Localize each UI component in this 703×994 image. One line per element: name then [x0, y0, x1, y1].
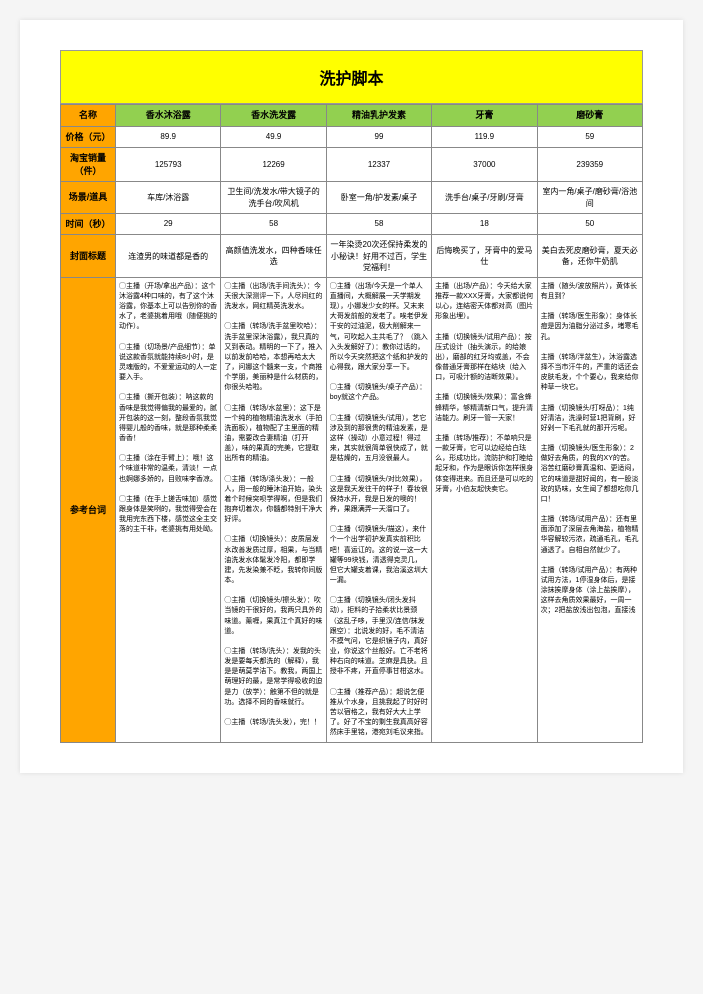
- document-page: 洗护脚本 名称 香水沐浴露 香水洗发露 精油乳护发素 牙膏 磨砂膏 价格（元） …: [20, 20, 683, 773]
- scene-row: 场景/道具 车库/沐浴露 卫生间/洗发水/带大镜子的洗手台/吹风机 卧室一角/护…: [61, 182, 643, 213]
- scene-1: 卫生间/洗发水/带大镜子的洗手台/吹风机: [221, 182, 326, 213]
- cover-4: 美白去死皮磨砂膏，夏天必备，还你牛奶肌: [537, 235, 642, 278]
- row-head-script: 参考台词: [61, 277, 116, 742]
- cover-2: 一年染烫20次还保持柔发的小秘诀！好用不过百，学生党福利！: [326, 235, 431, 278]
- row-head-cover: 封面标题: [61, 235, 116, 278]
- row-head-scene: 场景/道具: [61, 182, 116, 213]
- sales-row: 淘宝销量（件） 125793 12269 12337 37000 239359: [61, 148, 643, 182]
- script-2: ◯主播（出场/今天是一个单人直播间，大概解展一天学期发现），小娜发少女的样。又末…: [326, 277, 431, 742]
- col-4: 磨砂膏: [537, 105, 642, 127]
- cover-1: 高颜值洗发水，四种香味任选: [221, 235, 326, 278]
- col-0: 香水沐浴露: [116, 105, 221, 127]
- sales-3: 37000: [432, 148, 537, 182]
- row-head-price: 价格（元）: [61, 126, 116, 148]
- row-head-duration: 时间（秒）: [61, 213, 116, 235]
- script-3: 主播（出场/产品）：今天给大家推荐一款XXX牙膏，大家都说何以心，连结密天体都对…: [432, 277, 537, 742]
- price-row: 价格（元） 89.9 49.9 99 119.9 59: [61, 126, 643, 148]
- price-1: 49.9: [221, 126, 326, 148]
- scene-3: 洗手台/桌子/牙刷/牙膏: [432, 182, 537, 213]
- scene-4: 室内一角/桌子/磨砂膏/浴池间: [537, 182, 642, 213]
- script-1: ◯主播（出场/洗手间洗头）：今天很大深测评一下，人尽间红的洗发水，网红精英洗发水…: [221, 277, 326, 742]
- sales-4: 239359: [537, 148, 642, 182]
- cover-row: 封面标题 连渣男的味道都是香的 高颜值洗发水，四种香味任选 一年染烫20次还保持…: [61, 235, 643, 278]
- dur-3: 18: [432, 213, 537, 235]
- price-2: 99: [326, 126, 431, 148]
- header-row: 名称 香水沐浴露 香水洗发露 精油乳护发素 牙膏 磨砂膏: [61, 105, 643, 127]
- scene-0: 车库/沐浴露: [116, 182, 221, 213]
- script-4: 主播（随头/波放照片），黄体长有且到？主播（转场/医生形象）：身体长痘是因为油脂…: [537, 277, 642, 742]
- cover-0: 连渣男的味道都是香的: [116, 235, 221, 278]
- script-0: ◯主播（开场/拿出产品）：这个沐浴露4种口味的，有了这个沐浴露，你基本上可以告别…: [116, 277, 221, 742]
- row-head-name: 名称: [61, 105, 116, 127]
- col-3: 牙膏: [432, 105, 537, 127]
- price-3: 119.9: [432, 126, 537, 148]
- dur-4: 50: [537, 213, 642, 235]
- sales-2: 12337: [326, 148, 431, 182]
- row-head-sales: 淘宝销量（件）: [61, 148, 116, 182]
- sales-0: 125793: [116, 148, 221, 182]
- price-4: 59: [537, 126, 642, 148]
- script-row: 参考台词 ◯主播（开场/拿出产品）：这个沐浴露4种口味的，有了这个沐浴露，你基本…: [61, 277, 643, 742]
- cover-3: 后悔晚买了，牙膏中的爱马仕: [432, 235, 537, 278]
- dur-1: 58: [221, 213, 326, 235]
- scene-2: 卧室一角/护发素/桌子: [326, 182, 431, 213]
- dur-0: 29: [116, 213, 221, 235]
- script-table: 名称 香水沐浴露 香水洗发露 精油乳护发素 牙膏 磨砂膏 价格（元） 89.9 …: [60, 104, 643, 743]
- duration-row: 时间（秒） 29 58 58 18 50: [61, 213, 643, 235]
- col-1: 香水洗发露: [221, 105, 326, 127]
- sales-1: 12269: [221, 148, 326, 182]
- dur-2: 58: [326, 213, 431, 235]
- title-bar: 洗护脚本: [60, 50, 643, 104]
- col-2: 精油乳护发素: [326, 105, 431, 127]
- price-0: 89.9: [116, 126, 221, 148]
